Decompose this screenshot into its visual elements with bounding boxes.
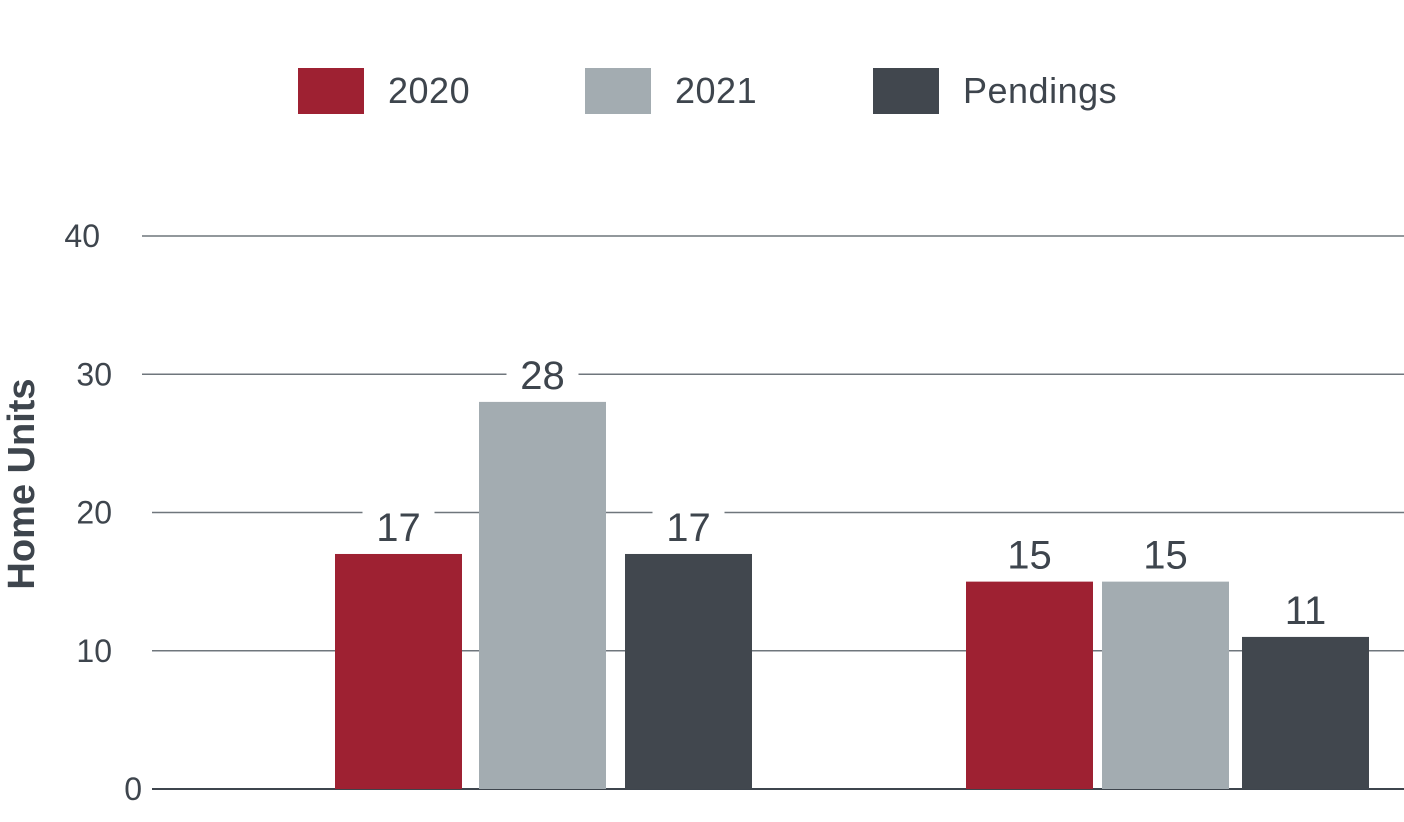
legend-label-pendings: Pendings: [963, 70, 1118, 111]
data-label-2020-group-1: 17: [376, 506, 421, 550]
data-label-background: [993, 531, 1066, 576]
legend-item-pendings: Pendings: [873, 68, 1117, 114]
data-label-2021-group-1: 28: [520, 354, 565, 398]
y-tick-label: 20: [76, 495, 112, 531]
data-label-background: [506, 351, 579, 396]
bar-pendings-group-2: [1242, 636, 1369, 789]
data-label-background: [1269, 586, 1342, 631]
legend-item-2020: 2020: [298, 68, 470, 114]
data-label-background: [362, 503, 435, 548]
y-axis-title: Home Units: [1, 378, 43, 589]
data-labels: 17 15 28 15 17 11: [362, 351, 1342, 633]
bar-2020-group-2: [966, 581, 1093, 789]
legend-swatch-2021: [585, 68, 651, 114]
y-tick-label: 0: [124, 771, 142, 807]
data-label-background: [652, 503, 725, 548]
y-tick-labels: 0 10 20 30 40: [64, 218, 142, 807]
legend-swatch-2020: [298, 68, 364, 114]
bar-pendings-group-1: [625, 553, 752, 789]
legend-label-2020: 2020: [388, 70, 471, 111]
bar-2021-group-1: [479, 401, 606, 789]
legend-item-2021: 2021: [585, 68, 757, 114]
data-label-pendings-group-2: 11: [1285, 589, 1327, 633]
bars: [335, 401, 1369, 789]
data-label-background: [1129, 531, 1202, 576]
legend-label-2021: 2021: [675, 70, 758, 111]
y-tick-label: 30: [76, 356, 112, 392]
data-label-2020-group-2: 15: [1007, 534, 1052, 578]
legend: 2020 2021 Pendings: [0, 68, 1404, 116]
legend-swatch-pendings: [873, 68, 939, 114]
bar-2021-group-2: [1102, 581, 1229, 789]
y-tick-label: 10: [76, 633, 112, 669]
bar-2020-group-1: [335, 553, 462, 789]
y-tick-label: 40: [64, 218, 100, 254]
data-label-pendings-group-1: 17: [666, 506, 711, 550]
data-label-2021-group-2: 15: [1143, 534, 1188, 578]
